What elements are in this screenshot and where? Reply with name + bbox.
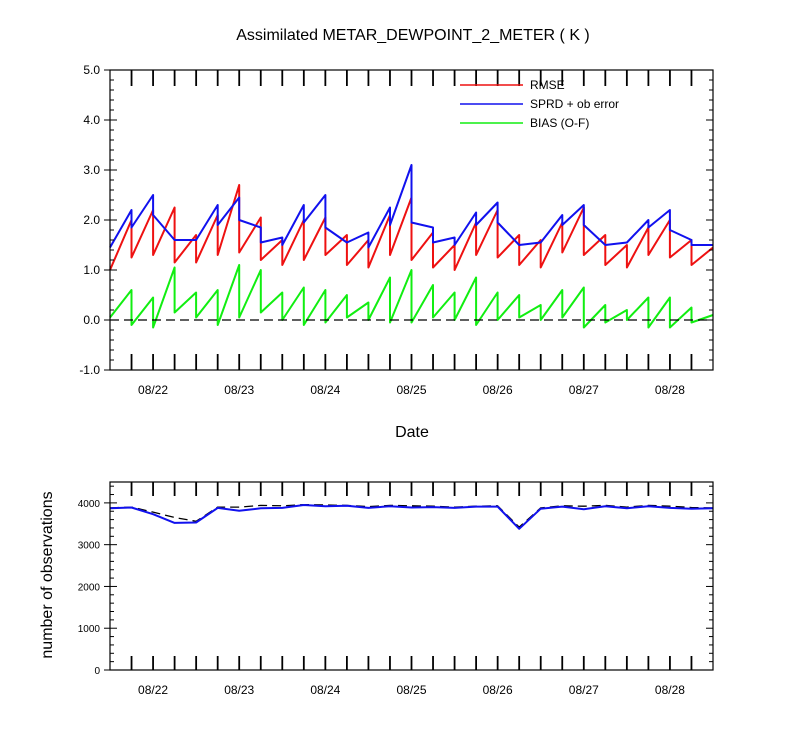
bottom-y-tick-label: 4000	[78, 499, 101, 510]
legend: RMSE SPRD + ob error BIAS (O-F)	[460, 78, 619, 130]
bottom-y-tick-label: 3000	[78, 541, 101, 552]
bottom-series-layer	[109, 503, 714, 530]
bottom-y-tick-label: 2000	[78, 582, 101, 593]
legend-label-sprd: SPRD + ob error	[530, 97, 619, 111]
chart-title: Assimilated METAR_DEWPOINT_2_METER ( K )	[236, 27, 590, 44]
bottom-x-tick-label: 08/24	[310, 683, 340, 697]
bottom-x-tick-label: 08/28	[655, 683, 685, 697]
legend-label-rmse: RMSE	[530, 78, 565, 92]
top-x-tick-label: 08/23	[224, 383, 254, 397]
legend-label-bias: BIAS (O-F)	[530, 116, 589, 130]
bottom-y-tick-label: 1000	[78, 624, 101, 635]
bottom-y-tick-label: 0	[94, 666, 100, 677]
bottom-x-tick-label: 08/22	[138, 683, 168, 697]
top-y-tick-label: 3.0	[83, 163, 100, 177]
bottom-x-tick-label: 08/26	[483, 683, 513, 697]
top-x-tick-label: 08/28	[655, 383, 685, 397]
y-axis-label-observations: number of observations	[39, 491, 56, 658]
bottom-series-observations-assimilated	[109, 504, 714, 530]
bottom-x-tick-label: 08/23	[224, 683, 254, 697]
top-x-tick-label: 08/26	[483, 383, 513, 397]
top-y-tick-label: -1.0	[79, 363, 100, 377]
top-series-sprd-ob-error	[109, 164, 713, 249]
x-axis-label: Date	[395, 424, 429, 441]
top-y-tick-label: 2.0	[83, 213, 100, 227]
top-x-tick-label: 08/25	[396, 383, 426, 397]
top-x-tick-label: 08/24	[310, 383, 340, 397]
top-y-tick-label: 1.0	[83, 263, 100, 277]
bottom-axes: 08/22 08/23 08/24 08/25 08/26 08/27 08/28 0 1000…	[78, 481, 714, 697]
top-y-tick-label: 4.0	[83, 113, 100, 127]
top-panel: Assimilated METAR_DEWPOINT_2_METER ( K )…	[79, 27, 714, 441]
bottom-panel: 08/22 08/23 08/24 08/25 08/26 08/27 08/28 0 1000…	[39, 481, 714, 697]
top-x-tick-label: 08/27	[569, 383, 599, 397]
top-x-tick-label: 08/22	[138, 383, 168, 397]
top-y-tick-label: 5.0	[83, 63, 100, 77]
bottom-x-tick-label: 08/25	[396, 683, 426, 697]
bottom-x-tick-label: 08/27	[569, 683, 599, 697]
top-y-tick-label: 0.0	[83, 313, 100, 327]
top-axes: 08/22 08/23 08/24 08/25 08/26 08/27 08/28 -1.0 0…	[79, 63, 714, 397]
